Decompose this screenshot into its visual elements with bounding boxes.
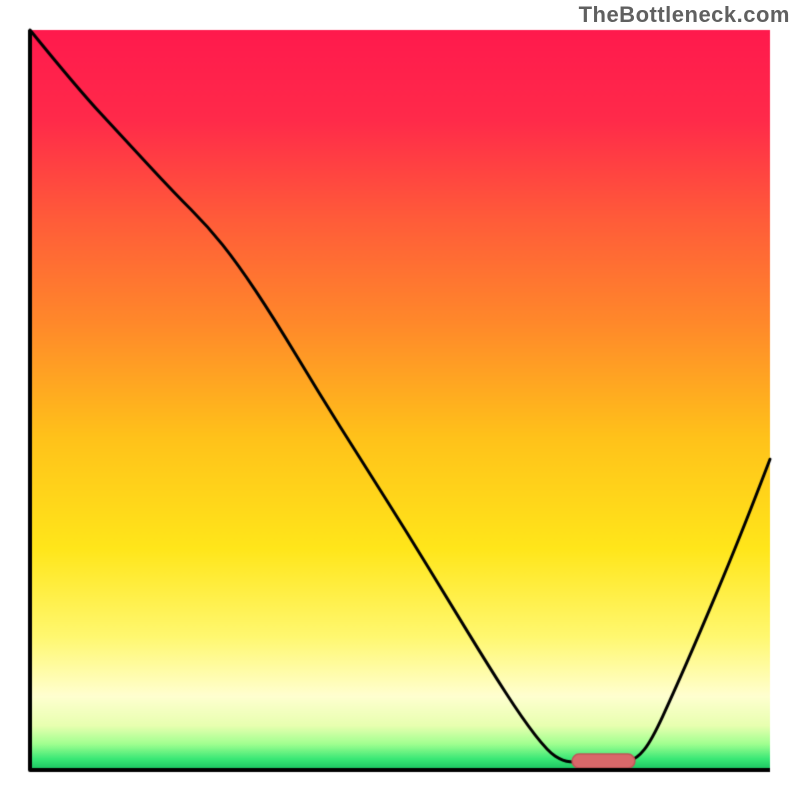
bottleneck-chart-canvas <box>0 0 800 800</box>
chart-container: TheBottleneck.com <box>0 0 800 800</box>
watermark-text: TheBottleneck.com <box>579 2 790 28</box>
